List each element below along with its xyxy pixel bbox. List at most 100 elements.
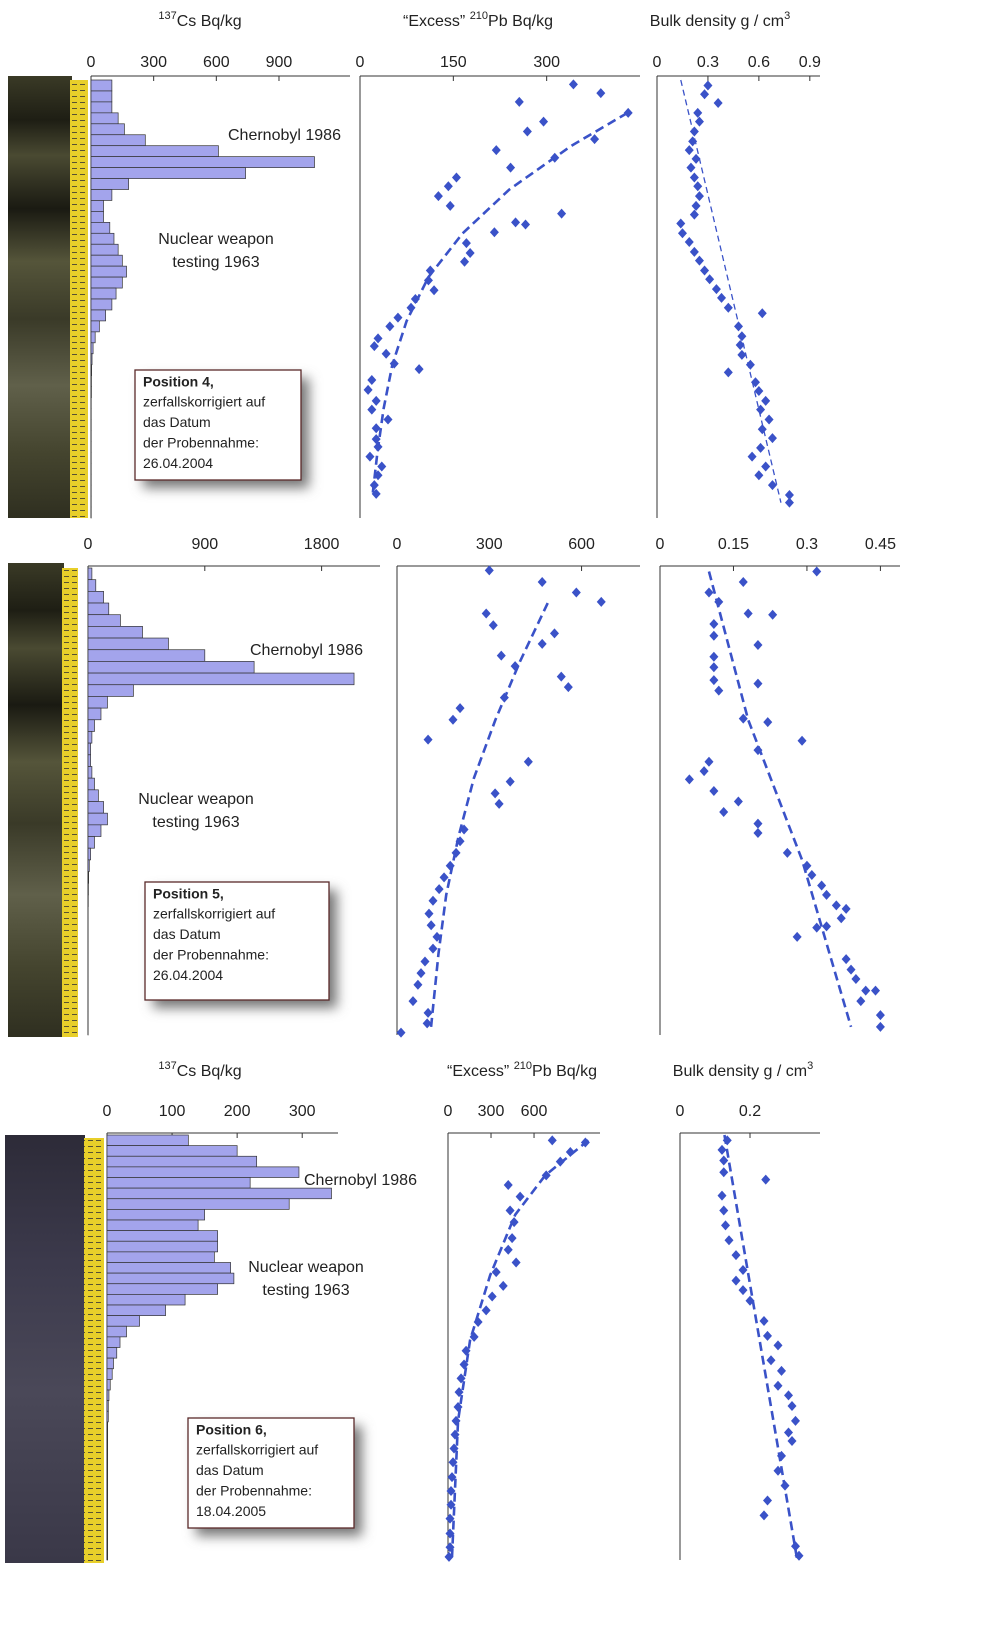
- data-point: [503, 1179, 513, 1190]
- bar: [87, 649, 206, 662]
- data-point: [489, 227, 499, 238]
- data-point: [565, 1147, 575, 1157]
- data-point: [461, 238, 471, 249]
- data-point: [371, 423, 381, 434]
- bar: [87, 812, 108, 826]
- data-point: [488, 620, 498, 631]
- data-point: [590, 134, 600, 145]
- data-point: [371, 395, 381, 406]
- data-point: [709, 675, 719, 686]
- note-line: das Datum: [196, 1462, 264, 1478]
- note-heading: Position 4,: [143, 374, 214, 390]
- annotation: Chernobyl 1986: [250, 642, 363, 659]
- title-part: Cs Bq/kg: [177, 1063, 242, 1080]
- data-point: [711, 284, 721, 295]
- data-point: [719, 1205, 729, 1216]
- data-point: [426, 920, 436, 931]
- data-point: [499, 692, 509, 703]
- bar: [106, 1145, 238, 1157]
- note-line: 26.04.2004: [143, 455, 213, 471]
- bar: [87, 731, 93, 744]
- data-point: [445, 200, 455, 211]
- data-point: [763, 1495, 772, 1506]
- data-point: [812, 922, 822, 933]
- bar: [87, 707, 102, 721]
- data-point: [547, 1135, 557, 1146]
- data-point: [509, 1217, 519, 1228]
- data-point: [763, 717, 773, 728]
- data-point: [861, 985, 871, 996]
- data-point: [714, 685, 724, 696]
- data-point: [473, 1317, 483, 1327]
- x-tick-label: 1800: [304, 536, 340, 553]
- data-point: [460, 256, 470, 267]
- data-point: [684, 237, 694, 248]
- data-point: [367, 404, 377, 415]
- data-point: [768, 609, 778, 620]
- data-point: [700, 265, 710, 276]
- data-point: [461, 1345, 471, 1356]
- bar: [106, 1442, 109, 1455]
- data-point: [455, 703, 465, 714]
- note-line: der Probennahme:: [143, 435, 259, 451]
- x-tick-label: 300: [478, 1103, 505, 1120]
- data-point: [689, 209, 699, 220]
- data-point: [541, 1170, 551, 1181]
- note-line: 26.04.2004: [153, 967, 223, 983]
- bar: [106, 1187, 332, 1200]
- data-point: [735, 339, 745, 350]
- data-point: [510, 661, 520, 672]
- bar: [90, 134, 146, 147]
- bar: [90, 178, 129, 190]
- title-part: “Excess”: [403, 13, 470, 30]
- title-part: Bulk density g / cm: [673, 1063, 807, 1080]
- data-point: [408, 996, 418, 1007]
- bar: [106, 1485, 109, 1497]
- data-point: [568, 79, 578, 90]
- data-point: [456, 1373, 466, 1384]
- data-point: [448, 714, 458, 725]
- bar: [106, 1155, 258, 1168]
- x-tick-label: 0: [444, 1103, 453, 1120]
- bar: [90, 353, 93, 366]
- data-point: [469, 1331, 479, 1342]
- data-point: [719, 1167, 729, 1178]
- data-point: [373, 470, 383, 481]
- data-point: [537, 577, 547, 588]
- data-point: [851, 973, 861, 984]
- data-point: [428, 895, 438, 906]
- title-part: 137: [158, 10, 176, 22]
- data-point: [596, 88, 606, 99]
- data-point: [723, 302, 733, 313]
- data-point: [737, 331, 747, 342]
- sediment-core: [8, 563, 64, 1037]
- bar: [106, 1336, 121, 1348]
- data-point: [445, 1528, 455, 1539]
- sediment-core: [5, 1135, 85, 1563]
- annotation: Nuclear weapon: [248, 1259, 364, 1276]
- data-point: [777, 1365, 786, 1376]
- data-point: [425, 265, 435, 276]
- axis-title: “Excess” 210Pb Bq/kg: [403, 10, 553, 30]
- bar: [87, 789, 99, 802]
- data-point: [807, 870, 817, 881]
- fit-line: [707, 571, 853, 1028]
- bar: [90, 342, 94, 355]
- bar: [106, 1357, 114, 1370]
- data-point: [596, 596, 606, 607]
- bar: [87, 579, 97, 592]
- bar: [90, 276, 123, 289]
- bar: [106, 1379, 111, 1391]
- bar: [106, 1549, 109, 1561]
- data-point: [451, 1415, 461, 1426]
- data-point: [423, 1007, 433, 1018]
- title-part: 3: [784, 10, 790, 22]
- bar: [87, 766, 93, 779]
- bar: [90, 112, 119, 125]
- bar: [87, 684, 134, 697]
- data-point: [496, 650, 506, 661]
- data-point: [563, 682, 573, 693]
- data-point: [689, 172, 699, 183]
- data-point: [446, 1499, 456, 1510]
